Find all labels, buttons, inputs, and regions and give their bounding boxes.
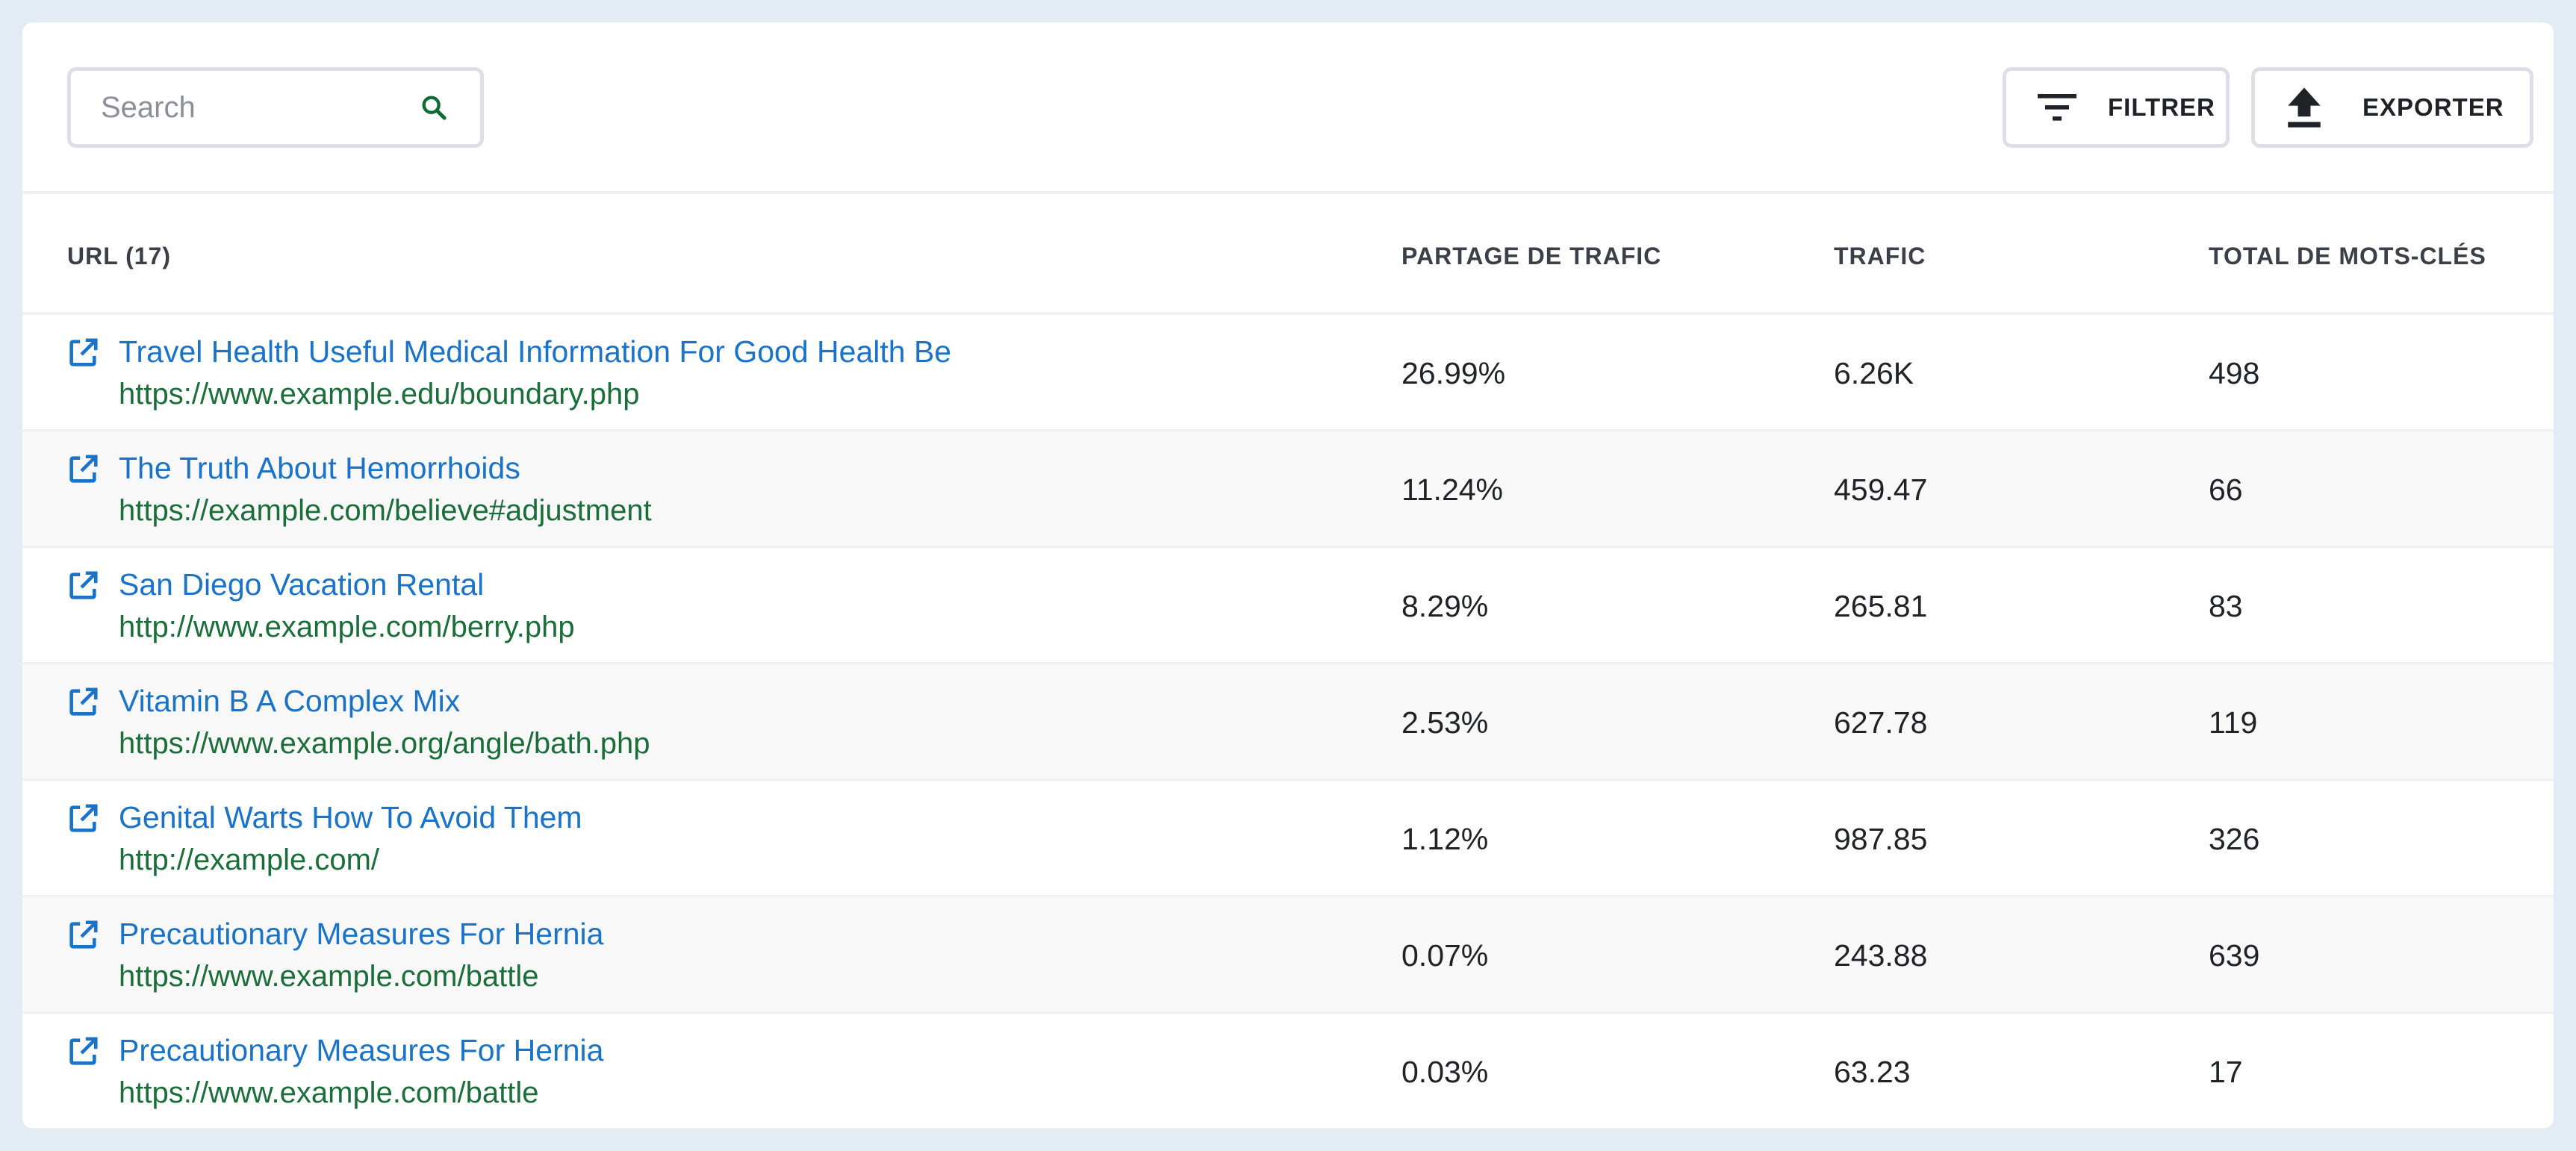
filter-icon bbox=[2035, 85, 2079, 130]
total-keywords-value: 119 bbox=[2209, 705, 2258, 740]
external-link-icon[interactable] bbox=[66, 1035, 100, 1069]
page-url: http://www.example.com/berry.php bbox=[119, 611, 575, 643]
table-row: Travel Health Useful Medical Information… bbox=[22, 315, 2554, 431]
page-title-link[interactable]: Genital Warts How To Avoid Them bbox=[119, 800, 582, 835]
traffic-share-value: 8.29% bbox=[1401, 588, 1489, 623]
export-label: EXPORTER bbox=[2362, 93, 2504, 121]
page-title-link[interactable]: Precautionary Measures For Hernia bbox=[119, 1033, 604, 1067]
filter-button[interactable]: FILTRER bbox=[2003, 67, 2230, 148]
column-header-traffic[interactable]: TRAFIC bbox=[1834, 242, 1926, 269]
external-link-icon[interactable] bbox=[66, 452, 100, 487]
table-row: San Diego Vacation Rental http://www.exa… bbox=[22, 548, 2554, 664]
filter-label: FILTRER bbox=[2108, 93, 2215, 121]
page-title-link[interactable]: Vitamin B A Complex Mix bbox=[119, 684, 461, 718]
page-url: https://www.example.com/battle bbox=[119, 960, 539, 993]
traffic-share-value: 26.99% bbox=[1401, 355, 1506, 390]
total-keywords-value: 17 bbox=[2209, 1054, 2243, 1089]
external-link-icon[interactable] bbox=[66, 685, 100, 720]
traffic-value: 627.78 bbox=[1834, 705, 1928, 740]
external-link-icon[interactable] bbox=[66, 336, 100, 370]
search-box[interactable] bbox=[67, 67, 484, 148]
toolbar: FILTRER EXPORTER bbox=[22, 22, 2554, 194]
traffic-value: 243.88 bbox=[1834, 938, 1928, 973]
traffic-share-value: 0.03% bbox=[1401, 1054, 1489, 1089]
traffic-share-value: 11.24% bbox=[1401, 472, 1504, 507]
table-row: The Truth About Hemorrhoids https://exam… bbox=[22, 431, 2554, 548]
page-title-link[interactable]: San Diego Vacation Rental bbox=[119, 567, 485, 602]
total-keywords-value: 498 bbox=[2209, 355, 2260, 390]
total-keywords-value: 83 bbox=[2209, 588, 2243, 623]
upload-icon bbox=[2282, 85, 2327, 130]
column-header-url[interactable]: URL (17) bbox=[67, 242, 171, 269]
page-url: https://www.example.edu/boundary.php bbox=[119, 378, 640, 411]
external-link-icon[interactable] bbox=[66, 802, 100, 836]
traffic-value: 63.23 bbox=[1834, 1054, 1911, 1089]
page-url: http://example.com/ bbox=[119, 843, 380, 876]
page-url: https://www.example.org/angle/bath.php bbox=[119, 727, 650, 760]
search-icon[interactable] bbox=[417, 91, 450, 124]
external-link-icon[interactable] bbox=[66, 918, 100, 952]
page-title-link[interactable]: The Truth About Hemorrhoids bbox=[119, 451, 520, 485]
table-row: Vitamin B A Complex Mix https://www.exam… bbox=[22, 664, 2554, 781]
table-header: URL (17) PARTAGE DE TRAFIC TRAFIC TOTAL … bbox=[22, 197, 2554, 315]
total-keywords-value: 326 bbox=[2209, 821, 2260, 856]
traffic-share-value: 0.07% bbox=[1401, 938, 1489, 973]
table-row: Precautionary Measures For Hernia https:… bbox=[22, 897, 2554, 1014]
search-input[interactable] bbox=[101, 90, 417, 125]
export-button[interactable]: EXPORTER bbox=[2251, 67, 2533, 148]
page-url: https://www.example.com/battle bbox=[119, 1076, 539, 1109]
total-keywords-value: 639 bbox=[2209, 938, 2260, 973]
page-title-link[interactable]: Travel Health Useful Medical Information… bbox=[119, 334, 952, 369]
column-header-total-keywords[interactable]: TOTAL DE MOTS-CLÉS bbox=[2209, 242, 2486, 269]
page-title-link[interactable]: Precautionary Measures For Hernia bbox=[119, 917, 604, 951]
table-card: FILTRER EXPORTER URL (17) PARTAGE DE TRA… bbox=[22, 22, 2554, 1129]
traffic-share-value: 1.12% bbox=[1401, 821, 1489, 856]
table-body: Travel Health Useful Medical Information… bbox=[22, 315, 2554, 1129]
traffic-value: 987.85 bbox=[1834, 821, 1928, 856]
traffic-value: 265.81 bbox=[1834, 588, 1928, 623]
table-row: Precautionary Measures For Hernia https:… bbox=[22, 1014, 2554, 1129]
traffic-value: 6.26K bbox=[1834, 355, 1914, 390]
column-header-traffic-share[interactable]: PARTAGE DE TRAFIC bbox=[1401, 242, 1662, 269]
table-row: Genital Warts How To Avoid Them http://e… bbox=[22, 781, 2554, 897]
total-keywords-value: 66 bbox=[2209, 472, 2243, 507]
traffic-share-value: 2.53% bbox=[1401, 705, 1489, 740]
page-url: https://example.com/believe#adjustment bbox=[119, 494, 652, 527]
external-link-icon[interactable] bbox=[66, 569, 100, 603]
traffic-value: 459.47 bbox=[1834, 472, 1928, 507]
